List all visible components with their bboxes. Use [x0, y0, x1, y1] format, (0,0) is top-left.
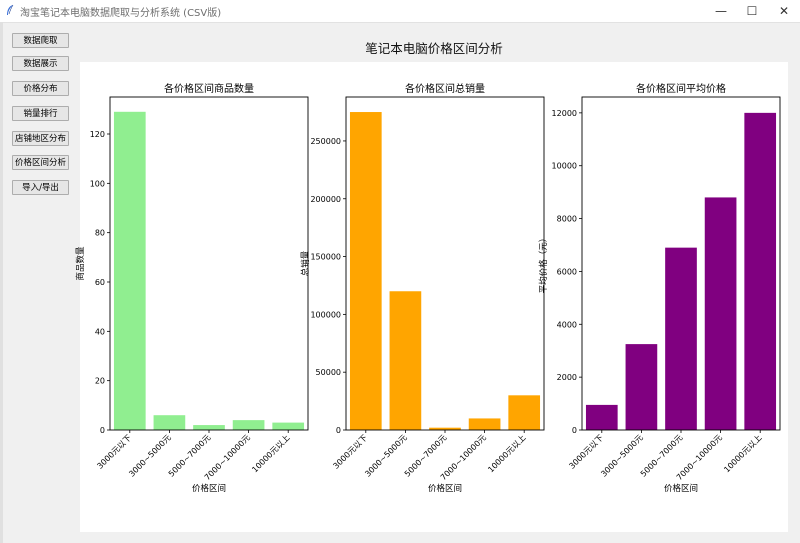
bar-0-1 — [153, 415, 186, 430]
bar-0-2 — [193, 425, 225, 430]
bar-2-2 — [665, 247, 697, 430]
bar-1-3 — [468, 418, 501, 430]
bar-1-0 — [349, 112, 382, 430]
window-title: 淘宝笔记本电脑数据爬取与分析系统 (CSV版) — [20, 8, 222, 19]
y-tick-label-0-4: 80 — [95, 229, 105, 238]
sales-ranking-button[interactable]: 销量排行 — [12, 106, 69, 121]
chart-title-0: 各价格区间商品数量 — [164, 82, 254, 95]
axes-frame-2 — [581, 96, 781, 431]
import-export-button[interactable]: 导入/导出 — [12, 180, 69, 195]
y-tick-label-2-1: 2000 — [557, 373, 577, 382]
figure-suptitle: 笔记本电脑价格区间分析 — [365, 41, 503, 56]
price-range-analysis-button[interactable]: 价格区间分析 — [12, 155, 69, 170]
axes-frame-0 — [109, 96, 309, 431]
x-tick-label-1-4: 10000元以上 — [486, 433, 527, 474]
bar-0-4 — [272, 422, 305, 430]
chart-title-2: 各价格区间平均价格 — [636, 82, 726, 95]
bar-1-2 — [429, 427, 461, 430]
bar-2-4 — [744, 112, 777, 430]
y-tick-label-2-3: 6000 — [557, 267, 577, 276]
y-tick-label-0-3: 60 — [95, 278, 105, 287]
crawl-data-button[interactable]: 数据爬取 — [12, 33, 69, 48]
y-tick-label-0-0: 0 — [100, 426, 105, 435]
x-tick-label-1-0: 3000元以下 — [331, 433, 369, 471]
y-tick-label-2-6: 12000 — [552, 109, 577, 118]
close-button[interactable]: ✕ — [778, 4, 790, 18]
x-axis-label-1: 价格区间 — [428, 483, 462, 494]
x-axis-label-2: 价格区间 — [664, 483, 698, 494]
shop-region-button[interactable]: 店铺地区分布 — [12, 131, 69, 146]
bar-1-1 — [389, 291, 422, 430]
y-tick-label-1-4: 200000 — [310, 195, 341, 204]
x-tick-label-2-4: 10000元以上 — [722, 433, 763, 474]
y-tick-label-2-4: 8000 — [557, 215, 577, 224]
x-tick-label-2-0: 3000元以下 — [567, 433, 605, 471]
y-tick-label-1-2: 100000 — [310, 310, 341, 319]
bar-2-1 — [625, 344, 658, 430]
y-tick-label-1-3: 150000 — [310, 253, 341, 262]
show-data-button[interactable]: 数据展示 — [12, 56, 69, 71]
y-tick-label-1-5: 250000 — [310, 137, 341, 146]
bar-2-3 — [704, 197, 737, 430]
x-tick-label-0-4: 10000元以上 — [250, 433, 291, 474]
title-bar: 淘宝笔记本电脑数据爬取与分析系统 (CSV版) — ☐ ✕ — [0, 0, 800, 23]
y-tick-label-0-2: 40 — [95, 327, 105, 336]
window-left-edge — [0, 22, 3, 543]
y-tick-label-2-5: 10000 — [552, 162, 577, 171]
y-tick-label-2-0: 0 — [572, 426, 577, 435]
y-axis-label-1: 总销量 — [300, 250, 311, 276]
x-tick-label-0-0: 3000元以下 — [95, 433, 133, 471]
bar-0-0 — [113, 111, 146, 431]
price-distribution-button[interactable]: 价格分布 — [12, 81, 69, 96]
axes-frame-1 — [345, 96, 545, 431]
y-tick-label-1-0: 0 — [336, 426, 341, 435]
bar-0-3 — [232, 420, 265, 430]
maximize-button[interactable]: ☐ — [746, 4, 758, 18]
bar-2-0 — [585, 404, 618, 430]
y-tick-label-2-2: 4000 — [557, 320, 577, 329]
y-axis-label-0: 商品数量 — [75, 246, 86, 281]
y-tick-label-1-1: 50000 — [316, 368, 341, 377]
minimize-button[interactable]: — — [715, 4, 727, 18]
bar-1-4 — [508, 395, 541, 430]
y-tick-label-0-5: 100 — [90, 179, 105, 188]
feather-icon — [7, 4, 14, 15]
x-axis-label-0: 价格区间 — [192, 483, 226, 494]
y-axis-label-2: 平均价格（元） — [538, 234, 549, 294]
chart-title-1: 各价格区间总销量 — [405, 82, 485, 95]
y-tick-label-0-1: 20 — [95, 377, 105, 386]
y-tick-label-0-6: 120 — [90, 130, 105, 139]
